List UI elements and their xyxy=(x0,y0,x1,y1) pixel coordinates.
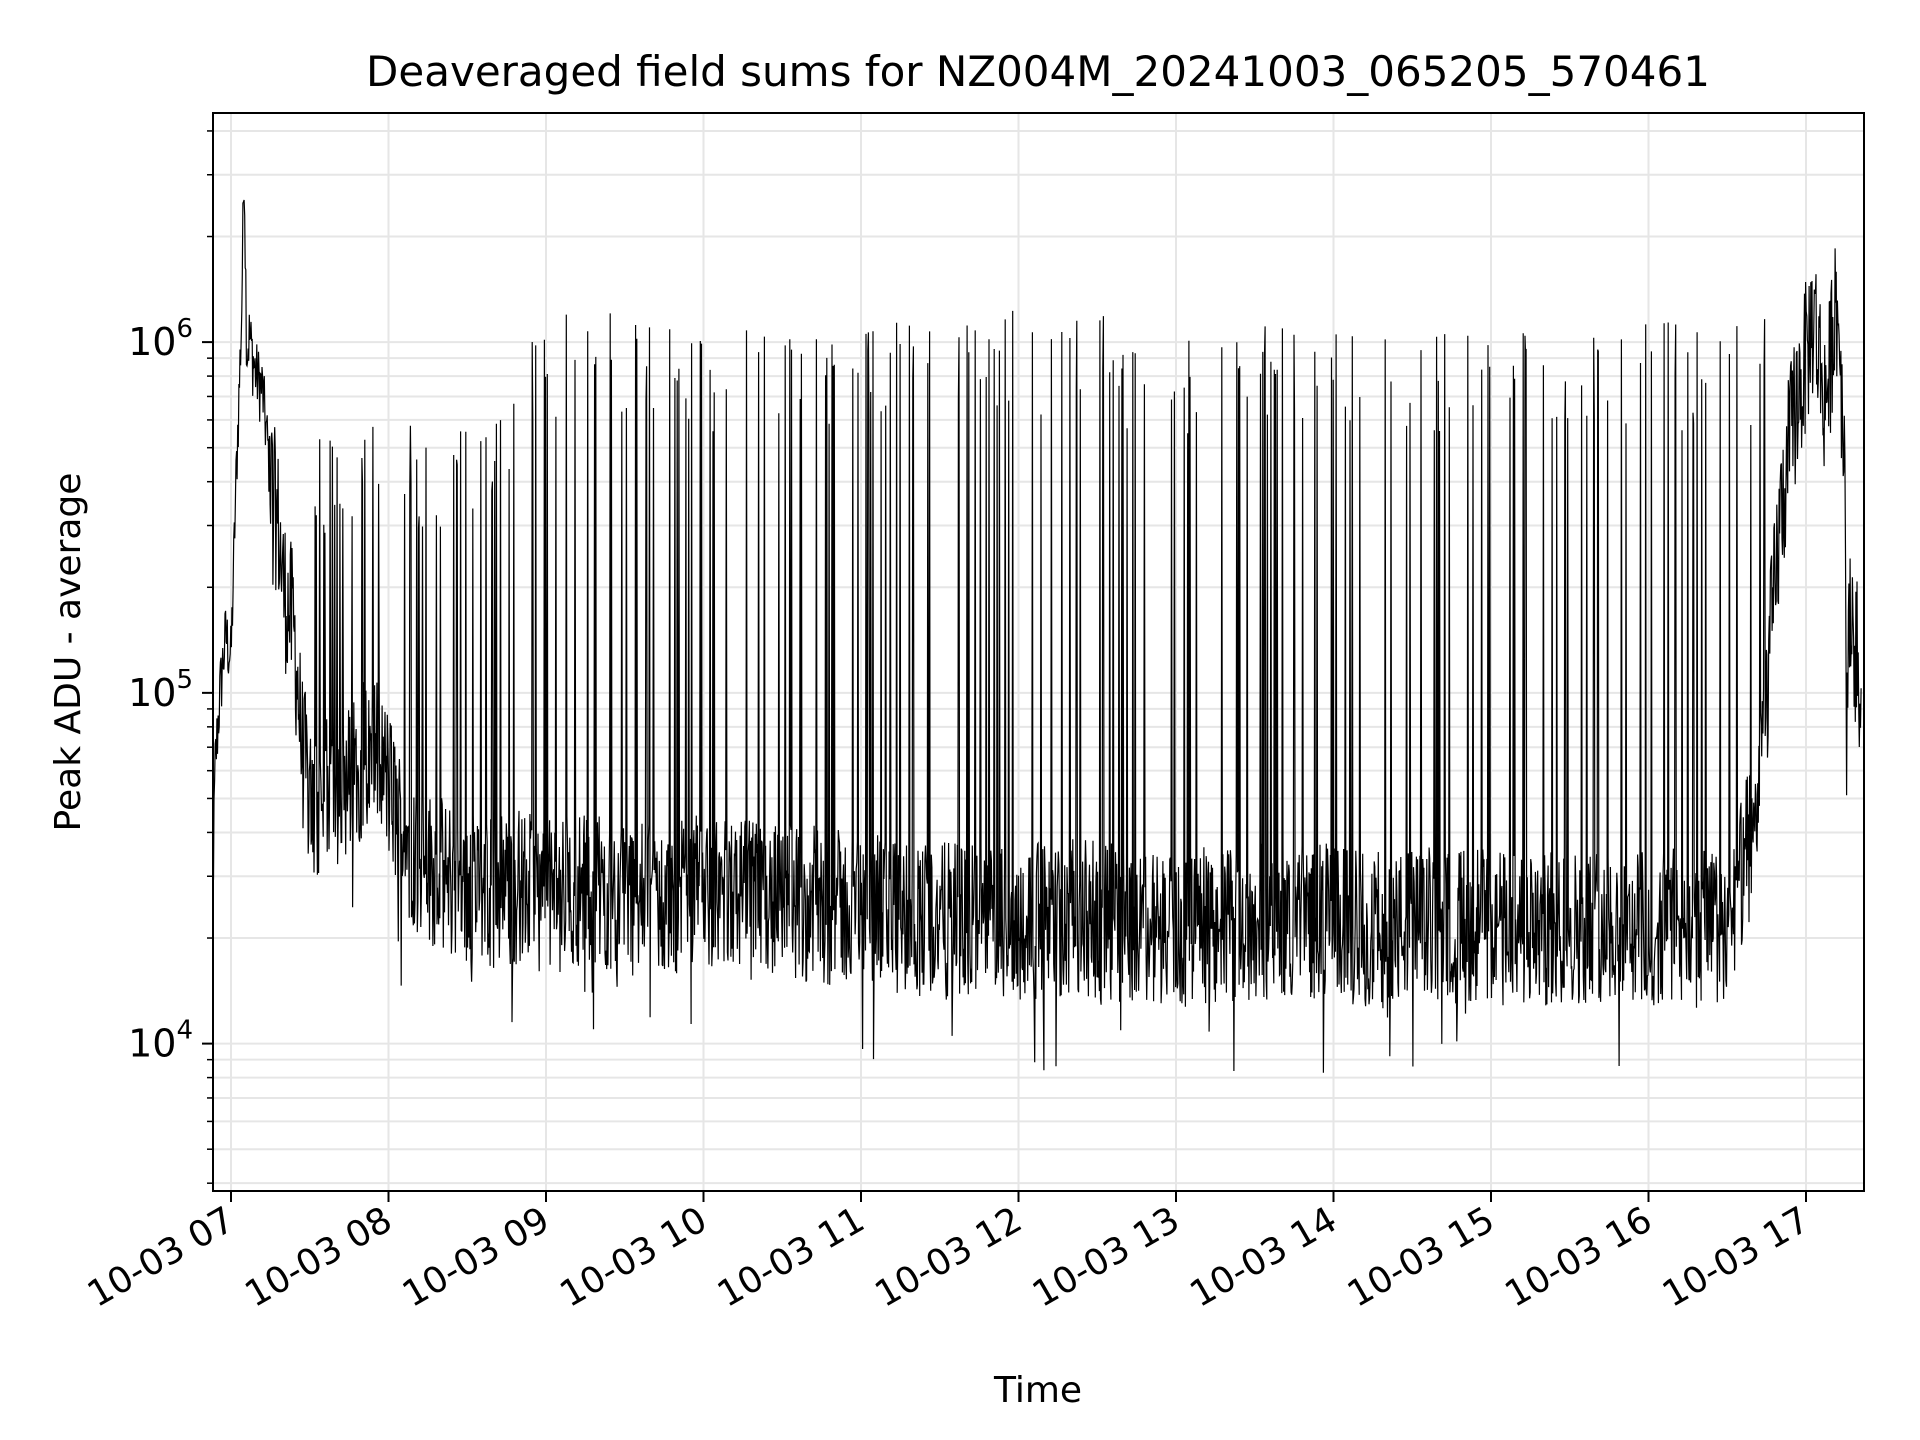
axes-frame xyxy=(212,112,1865,1192)
y-tick-exponent: 4 xyxy=(176,1016,193,1046)
x-axis-label: Time xyxy=(993,1370,1082,1411)
grid-major-y xyxy=(213,341,1864,1045)
y-tick-label: 104 xyxy=(128,1016,193,1066)
y-tick-label: 106 xyxy=(128,314,193,364)
y-tick-base: 10 xyxy=(128,671,176,715)
grid-minor-y xyxy=(213,129,1864,1185)
y-tick-label: 105 xyxy=(128,665,193,715)
chart-title: Deaveraged field sums for NZ004M_2024100… xyxy=(366,47,1710,96)
data-series xyxy=(213,199,1862,1073)
series-line xyxy=(213,199,1862,1073)
y-tick-base: 10 xyxy=(128,320,176,364)
y-axis-label: Peak ADU - average xyxy=(48,473,89,832)
y-tick-exponent: 5 xyxy=(176,665,193,695)
y-tick-base: 10 xyxy=(128,1022,176,1066)
plot-area xyxy=(212,112,1865,1192)
y-tick-exponent: 6 xyxy=(176,314,193,344)
